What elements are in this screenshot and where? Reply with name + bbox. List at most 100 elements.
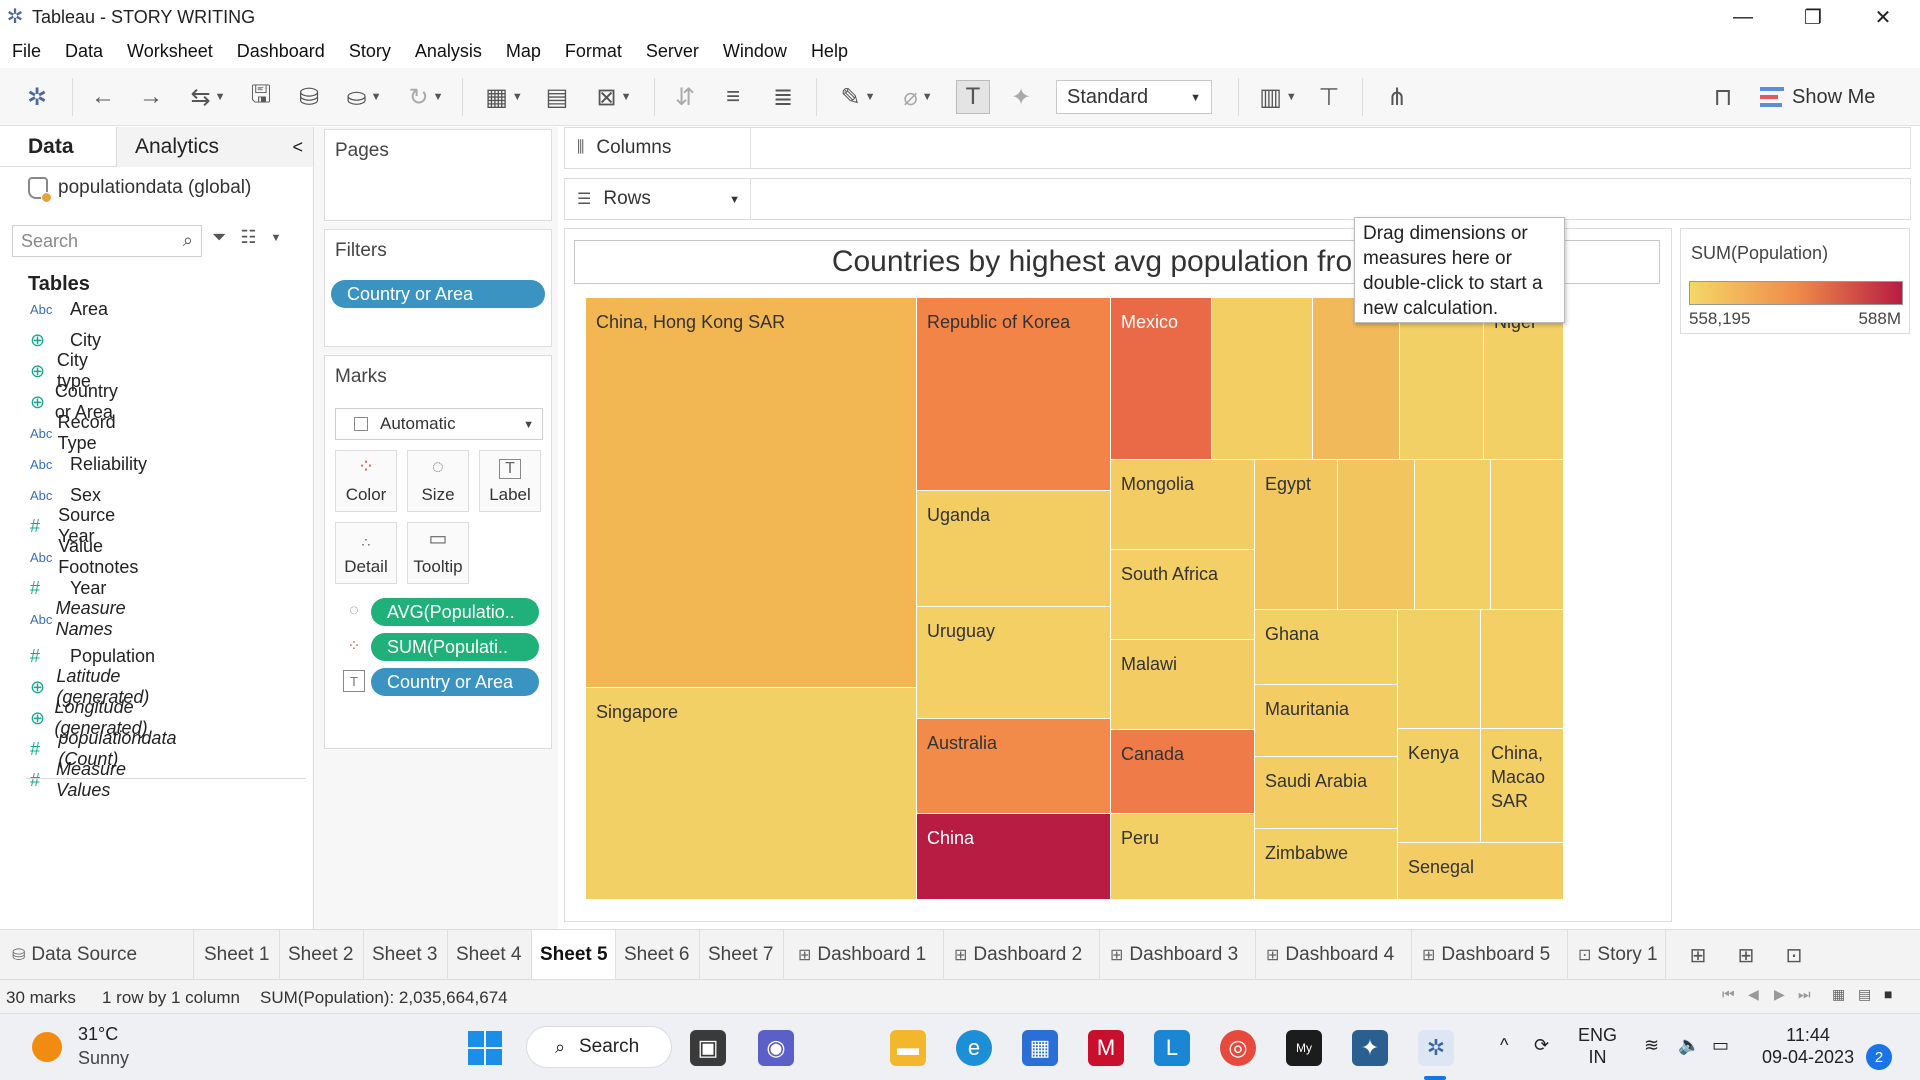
mysql-icon[interactable]: My [1286,1030,1322,1066]
field-item[interactable]: Abc Area [30,295,108,323]
sort-descending-icon[interactable]: ≣ [772,83,794,111]
detail-button[interactable]: ∴ Detail [335,522,397,584]
tab-dashboard-5[interactable]: ⊞ Dashboard 5 [1414,930,1568,980]
tab-sheet-3[interactable]: Sheet 3 [364,930,448,980]
weather-sun-icon[interactable] [32,1032,62,1062]
filter-icon[interactable]: ⏷ [212,227,227,247]
field-item[interactable]: ⊕ Longitude (generated) [30,697,163,738]
clear-sheet-icon[interactable]: ⊠ ▼ [596,83,632,111]
field-item[interactable]: ⊕ City [30,326,101,354]
field-item[interactable]: ⊕ Latitude (generated) [30,666,163,707]
tile-unlabeled[interactable] [1313,298,1400,460]
color-legend[interactable]: SUM(Population) 558,195 588M [1680,228,1910,334]
tab-data-source[interactable]: ⛁ Data Source [4,930,194,980]
vscode-icon[interactable]: ✦ [1352,1030,1388,1066]
field-item[interactable]: # Population [30,642,155,670]
country-label-pill[interactable]: Country or Area [371,668,539,696]
weather-condition[interactable]: Sunny [78,1048,130,1068]
swap-rows-columns-icon[interactable]: ⇵ [674,83,696,111]
menu-worksheet[interactable]: Worksheet [127,40,213,61]
pages-card[interactable]: Pages [324,129,552,221]
tile-saudi-arabia[interactable]: Saudi Arabia [1255,757,1398,829]
tile-senegal[interactable]: Senegal [1398,843,1564,900]
label-button[interactable]: T Label [479,450,541,512]
save-icon[interactable]: 🖫 [250,80,272,108]
tile-macao[interactable]: China, Macao SAR [1481,729,1564,843]
tile-ghana[interactable]: Ghana [1255,610,1398,685]
presenter-icon[interactable]: ⊓ [1713,83,1733,111]
tab-sheet-1[interactable]: Sheet 1 [196,930,280,980]
search-input[interactable]: Search ⌕ [12,225,202,257]
undo-icon[interactable]: ← [91,83,115,110]
tab-analytics[interactable]: Analytics < [116,127,314,167]
task-view-icon[interactable]: ▣ [690,1030,726,1066]
menu-data[interactable]: Data [65,40,104,61]
tile-unlabeled[interactable] [1338,460,1415,610]
tile-unlabeled[interactable] [1400,298,1484,460]
tile-peru[interactable]: Peru [1111,814,1255,900]
tab-sheet-2[interactable]: Sheet 2 [280,930,364,980]
tile-unlabeled[interactable] [1491,460,1564,610]
tab-sheet-5[interactable]: Sheet 5 [532,930,616,980]
duplicate-sheet-icon[interactable]: ▤ [545,83,569,111]
prev-sheet-icon[interactable]: ◀ [1748,986,1759,1002]
tab-sheet-4[interactable]: Sheet 4 [448,930,532,980]
tile-egypt[interactable]: Egypt [1255,460,1338,610]
swap-icon[interactable]: ⇆ ▼ [190,83,226,111]
field-item[interactable]: Abc Value Footnotes [30,536,150,577]
taskbar-search[interactable]: ⌕ Search [526,1026,672,1068]
menu-story[interactable]: Story [348,40,391,61]
tab-data[interactable]: Data [28,135,74,158]
language-indicator[interactable]: ENG IN [1578,1025,1618,1067]
tab-sheet-7[interactable]: Sheet 7 [700,930,784,980]
refresh-icon[interactable]: ↻ ▼ [408,83,444,111]
sum-population-pill[interactable]: SUM(Populati.. [371,633,539,661]
tile-unlabeled[interactable] [1398,610,1481,729]
show-me-button[interactable]: Show Me [1760,80,1875,114]
tabs-view-icon[interactable]: ■ [1884,986,1893,1002]
tooltip-button[interactable]: ▭ Tooltip [407,522,469,584]
new-worksheet-icon[interactable]: ▦ ▼ [485,83,523,111]
mark-type-dropdown[interactable]: Automatic ▼ [335,408,543,440]
menu-help[interactable]: Help [810,40,848,61]
show-hidden-icons-icon[interactable]: ^ [1500,1035,1509,1055]
field-item[interactable]: # Source Year [30,505,127,546]
field-item[interactable]: Abc Record Type [30,412,128,453]
sync-icon[interactable]: ⟳ [1534,1035,1550,1055]
presentation-mode-icon[interactable]: ⊤ [1318,83,1340,111]
menu-map[interactable]: Map [505,40,541,61]
windows-start-icon[interactable] [468,1031,502,1065]
tableau-start-icon[interactable]: ✲ [26,83,48,111]
color-button[interactable]: ⁘ Color [335,450,397,512]
edge-browser-icon[interactable]: e [956,1030,992,1066]
menu-dashboard[interactable]: Dashboard [236,40,325,61]
volume-icon[interactable]: 🔈 [1678,1035,1701,1055]
columns-shelf[interactable]: ⫼ Columns [564,127,1911,169]
tile-unlabeled[interactable] [1415,460,1491,610]
tile-mexico[interactable]: Mexico [1111,298,1212,460]
show-mark-labels-icon[interactable]: T [956,80,990,114]
tab-dashboard-4[interactable]: ⊞ Dashboard 4 [1258,930,1412,980]
close-button[interactable]: ✕ [1874,6,1892,29]
field-item[interactable]: Abc Measure Names [30,598,140,639]
sort-ascending-icon[interactable]: ≡ [725,83,740,110]
new-datasource-icon[interactable]: ⛁ [298,83,320,111]
weather-temp[interactable]: 31°C [78,1024,119,1044]
menu-window[interactable]: Window [722,40,787,61]
tab-dashboard-1[interactable]: ⊞ Dashboard 1 [790,930,944,980]
tableau-taskbar-icon[interactable]: ✲ [1418,1030,1454,1066]
tab-story-1[interactable]: ⊡ Story 1 [1570,930,1666,980]
field-item[interactable]: # Year [30,574,106,602]
tile-kenya[interactable]: Kenya [1398,729,1481,843]
tab-sheet-6[interactable]: Sheet 6 [616,930,700,980]
last-sheet-icon[interactable]: ⏭ [1798,986,1811,1002]
rows-shelf[interactable]: ☰ Rows ▼ [564,178,1911,220]
sheet-sorter-icon[interactable]: ▦ [1832,986,1846,1002]
notification-badge[interactable]: 2 [1866,1044,1892,1070]
menu-analysis[interactable]: Analysis [414,40,482,61]
chevron-down-icon[interactable]: ▼ [270,231,282,244]
tile-australia[interactable]: Australia [917,719,1111,814]
tile-uruguay[interactable]: Uruguay [917,607,1111,719]
share-icon[interactable]: ⋔ [1386,83,1408,111]
field-item[interactable]: ⊕ City type [30,350,104,391]
